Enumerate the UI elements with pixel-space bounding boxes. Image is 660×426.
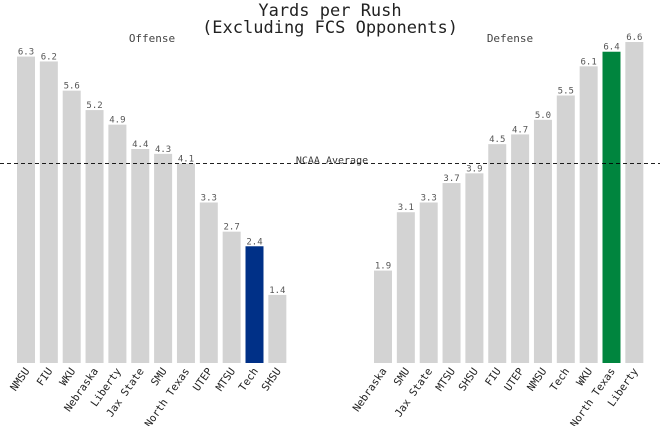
- defense-tick-label-smu: SMU: [392, 366, 413, 388]
- defense-value-label-jax-state: 3.3: [421, 194, 437, 204]
- defense-value-label-utep: 4.7: [512, 125, 528, 135]
- defense-bar-wku: [579, 66, 598, 363]
- defense-value-label-tech: 5.5: [558, 87, 574, 97]
- defense-bar-liberty: [625, 42, 644, 363]
- defense-bar-nebraska: [374, 270, 392, 363]
- defense-bar-jax-state: [419, 202, 438, 363]
- offense-value-label-mtsu: 2.7: [224, 223, 240, 233]
- defense-bar-mtsu: [442, 183, 461, 363]
- offense-value-label-utep: 3.3: [201, 194, 217, 204]
- defense-tick-label-tech: Tech: [548, 366, 572, 394]
- offense-value-label-nebraska: 5.2: [86, 101, 102, 111]
- offense-bar-smu: [154, 153, 173, 363]
- defense-tick-label-fiu: FIU: [483, 366, 504, 388]
- defense-value-label-nmsu: 5.0: [535, 111, 551, 121]
- offense-value-label-nmsu: 6.3: [18, 48, 34, 58]
- chart-title-line-1: Yards per Rush: [258, 1, 401, 21]
- defense-bar-utep: [511, 134, 530, 363]
- offense-tick-label-nmsu: NMSU: [8, 366, 32, 394]
- offense-bar-nmsu: [17, 56, 35, 364]
- defense-tick-label-mtsu: MTSU: [434, 366, 458, 394]
- offense-tick-label-tech: Tech: [237, 366, 261, 394]
- ncaa-average-label: NCAA Average: [296, 156, 368, 167]
- offense-tick-label-wku: WKU: [57, 366, 78, 388]
- defense-value-label-fiu: 4.5: [489, 135, 505, 145]
- defense-bar-north-texas: [602, 51, 621, 363]
- offense-bar-fiu: [39, 61, 58, 363]
- offense-tick-label-fiu: FIU: [35, 366, 56, 388]
- offense-bar-nebraska: [85, 110, 104, 363]
- offense-value-label-north-texas: 4.1: [178, 155, 194, 165]
- defense-value-label-shsu: 3.9: [466, 164, 482, 174]
- defense-value-label-liberty: 6.6: [626, 33, 642, 43]
- offense-bar-mtsu: [222, 231, 241, 363]
- offense-value-label-tech: 2.4: [246, 237, 262, 247]
- offense-value-label-smu: 4.3: [155, 145, 171, 155]
- defense-panel-title: Defense: [487, 32, 533, 45]
- offense-tick-label-mtsu: MTSU: [214, 366, 238, 394]
- offense-tick-label-shsu: SHSU: [259, 366, 283, 394]
- offense-bar-tech: [245, 246, 264, 363]
- offense-bar-wku: [62, 90, 81, 363]
- offense-tick-label-utep: UTEP: [191, 366, 215, 394]
- chart-title-line-2: (Excluding FCS Opponents): [202, 18, 458, 38]
- defense-value-label-smu: 3.1: [398, 203, 414, 213]
- offense-value-label-shsu: 1.4: [269, 286, 285, 296]
- offense-bar-liberty: [108, 124, 127, 364]
- defense-bar-fiu: [488, 144, 507, 363]
- offense-value-label-wku: 5.6: [64, 82, 80, 92]
- defense-bar-nmsu: [533, 119, 552, 363]
- defense-tick-label-nebraska: Nebraska: [351, 366, 390, 414]
- defense-tick-label-wku: WKU: [574, 366, 595, 388]
- defense-value-label-north-texas: 6.4: [603, 43, 619, 53]
- defense-value-label-nebraska: 1.9: [375, 262, 391, 272]
- defense-tick-label-utep: UTEP: [502, 366, 526, 394]
- defense-value-label-mtsu: 3.7: [443, 174, 459, 184]
- defense-value-label-wku: 6.1: [581, 57, 597, 67]
- offense-value-label-liberty: 4.9: [109, 116, 125, 126]
- offense-bar-jax-state: [131, 149, 150, 363]
- defense-bar-shsu: [465, 173, 484, 363]
- offense-tick-label-smu: SMU: [149, 366, 170, 388]
- offense-bar-north-texas: [176, 163, 195, 363]
- defense-tick-label-shsu: SHSU: [457, 366, 481, 394]
- offense-value-label-fiu: 6.2: [41, 52, 57, 62]
- offense-panel-title: Offense: [129, 32, 175, 45]
- offense-bar-utep: [199, 202, 218, 363]
- defense-bar-smu: [396, 212, 415, 363]
- defense-bar-tech: [556, 95, 575, 363]
- defense-tick-label-nmsu: NMSU: [525, 366, 549, 394]
- offense-panel: 6.3NMSU6.2FIU5.6WKU5.2Nebraska4.9Liberty…: [8, 48, 287, 426]
- offense-bar-shsu: [268, 294, 287, 363]
- offense-value-label-jax-state: 4.4: [132, 140, 148, 150]
